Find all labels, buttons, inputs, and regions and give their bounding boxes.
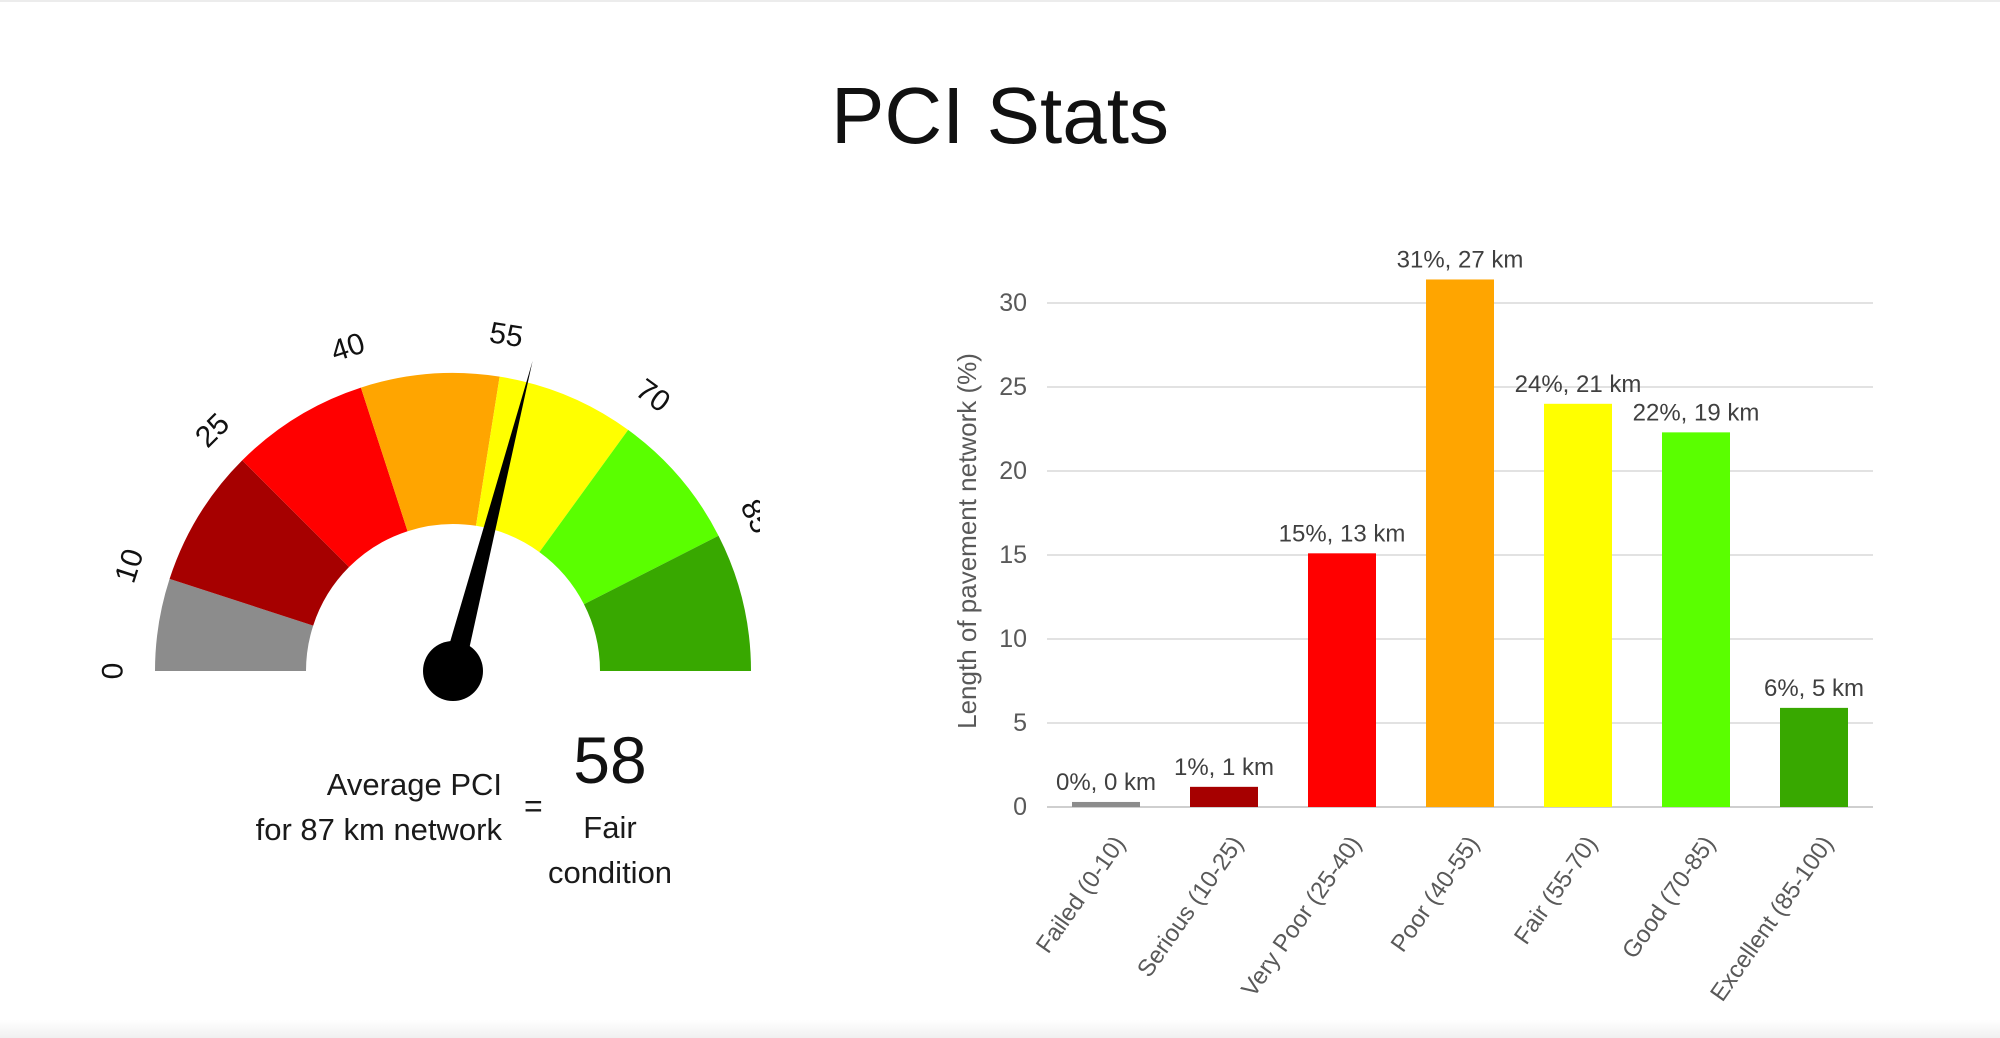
gauge-tick-label-40: 40 [327,327,369,369]
x-tick-label-4: Fair (55-70) [1509,831,1603,949]
y-tick-label-20: 20 [999,457,1027,485]
bar-0 [1072,801,1140,807]
gauge-band-2 [242,387,408,568]
data-label-5: 22%, 19 km [1633,399,1760,426]
bar-5 [1662,432,1730,807]
data-label-3: 31%, 27 km [1397,246,1524,273]
condition-label: Fair condition [520,805,700,895]
gauge-tick-label-10: 10 [109,545,151,587]
data-label-4: 24%, 21 km [1515,371,1642,398]
data-label-2: 15%, 13 km [1279,520,1406,547]
gauge-band-4 [475,376,629,553]
gauge-tick-label-25: 25 [189,407,236,454]
window-top-border [0,0,2000,2]
average-pci-label-line2: for 87 km network [255,812,502,847]
y-tick-label-25: 25 [999,373,1027,401]
gauge-band-6 [583,535,751,671]
y-tick-label-15: 15 [999,541,1027,569]
y-tick-label-5: 5 [1013,709,1027,737]
x-tick-label-2: Very Poor (25-40) [1236,831,1367,1002]
condition-line2: condition [547,855,673,890]
x-tick-label-5: Good (70-85) [1617,831,1721,963]
average-pci-label: Average PCI for 87 km network [150,762,502,852]
gauge-needle [442,361,533,674]
gauge-band-5 [539,429,719,605]
gauge-band-3 [360,373,500,532]
equals-sign: = [524,788,543,824]
page-title: PCI Stats [831,71,1169,160]
y-tick-label-0: 0 [1013,793,1027,821]
bar-2 [1308,553,1376,807]
data-label-6: 6%, 5 km [1764,675,1864,702]
gauge-tick-label-0: 0 [97,663,130,680]
gauge-tick-label-85: 85 [734,494,760,539]
window-bottom-border [0,1020,2000,1038]
gauge-tick-label-55: 55 [487,316,525,354]
condition-line1: Fair [583,810,637,845]
y-tick-label-30: 30 [999,289,1027,317]
y-axis-label: Length of pavement network (%) [952,353,982,729]
bar-4 [1544,403,1612,807]
bar-1 [1190,786,1258,807]
gauge-needle-hub [423,641,483,701]
y-tick-label-10: 10 [999,625,1027,653]
gauge-tick-label-70: 70 [630,373,676,419]
gauge-band-1 [169,460,350,626]
x-tick-label-3: Poor (40-55) [1386,831,1485,957]
pci-gauge: 0102540557085100 [97,316,760,701]
gauge-band-0 [155,578,314,671]
bar-3 [1426,279,1494,808]
average-pci-value: 58 [573,723,647,797]
data-label-0: 0%, 0 km [1056,769,1156,796]
x-tick-label-0: Failed (0-10) [1031,831,1131,958]
average-pci-label-line1: Average PCI [326,767,502,802]
x-tick-label-6: Excellent (85-100) [1705,831,1839,1006]
x-tick-label-1: Serious (10-25) [1132,831,1249,982]
data-label-1: 1%, 1 km [1174,754,1274,781]
bar-6 [1780,707,1848,807]
